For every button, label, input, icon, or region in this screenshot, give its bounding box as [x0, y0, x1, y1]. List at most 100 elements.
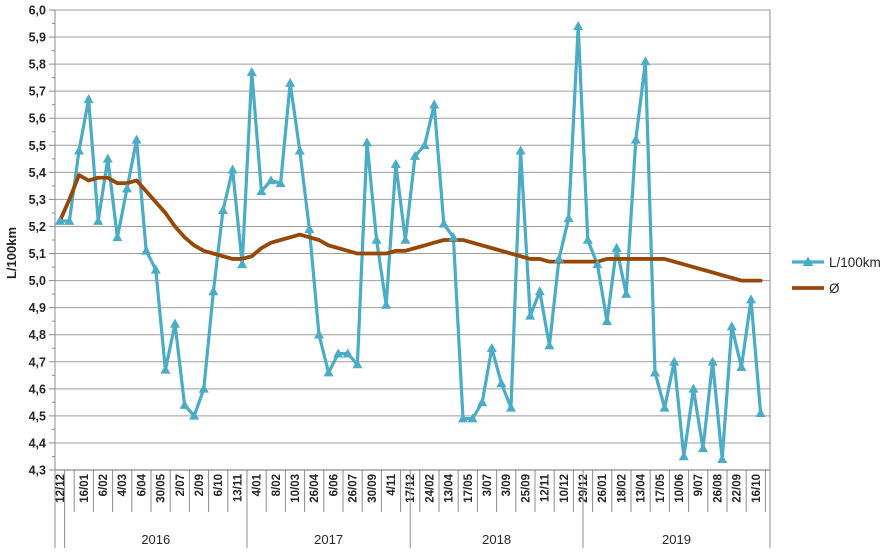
x-date-label: 13/04 [444, 473, 456, 502]
data-point-marker [650, 367, 660, 377]
y-tick-label: 4,7 [29, 355, 46, 369]
data-point-marker [93, 215, 104, 225]
x-date-label: 26/01 [597, 473, 609, 502]
x-date-label: 26/07 [348, 474, 360, 503]
data-point-marker [256, 186, 267, 196]
x-date-label: 3/07 [482, 474, 494, 496]
y-tick-label: 4,8 [29, 328, 46, 342]
x-date-label: 24/02 [424, 474, 436, 503]
data-point-marker [582, 234, 593, 244]
y-tick-label: 4,5 [29, 409, 46, 423]
x-date-label: 25/09 [520, 474, 532, 503]
x-date-label: 13/04 [636, 473, 648, 502]
y-tick-label: 4,4 [29, 436, 46, 450]
data-point-marker [390, 159, 401, 169]
y-tick-label: 4,6 [29, 382, 46, 396]
x-date-label: 12/11 [540, 473, 552, 502]
x-date-label: 16/01 [79, 473, 91, 502]
data-point-marker [64, 215, 75, 225]
data-point-marker [467, 413, 478, 423]
data-point-marker [429, 99, 440, 109]
data-point-marker [630, 134, 641, 144]
y-tick-label: 5,9 [29, 31, 46, 45]
data-point-marker [534, 286, 545, 296]
data-point-marker [333, 348, 344, 358]
data-point-marker [573, 21, 584, 31]
data-point-marker [179, 399, 190, 409]
data-point-marker [698, 443, 708, 453]
data-point-marker [314, 329, 324, 339]
data-point-marker [611, 242, 622, 252]
x-date-label: 22/09 [732, 474, 744, 503]
data-point-marker [458, 413, 468, 423]
data-point-marker [54, 215, 65, 225]
data-point-marker [621, 288, 632, 298]
data-point-marker [323, 367, 334, 377]
y-tick-label: 5,4 [29, 166, 46, 180]
x-date-label: 12/12 [55, 474, 67, 503]
data-point-marker [736, 361, 747, 371]
x-date-label: 4/01 [252, 473, 264, 496]
data-point-marker [669, 356, 680, 366]
x-date-label: 4/11 [386, 473, 398, 495]
x-date-label: 30/05 [156, 473, 168, 502]
legend-item-l100km: L/100km [792, 255, 881, 270]
year-label: 2017 [314, 532, 343, 547]
average-line [57, 173, 763, 283]
data-point-marker [486, 343, 497, 353]
legend-label-average: Ø [829, 281, 840, 296]
legend-item-average: Ø [792, 281, 840, 296]
data-point-marker [371, 234, 382, 244]
x-date-label: 6/10 [213, 474, 225, 496]
y-tick-label: 5,7 [29, 85, 46, 99]
x-date-label: 6/04 [136, 473, 148, 496]
data-point-marker [131, 134, 142, 144]
x-date-label: 3/09 [501, 474, 513, 496]
data-point-marker [122, 183, 132, 193]
data-point-marker [362, 137, 372, 147]
data-point-marker [592, 259, 603, 269]
data-point-marker [515, 145, 526, 155]
y-axis: 6,0 5,9 5,8 5,7 5,6 5,5 5,4 5,3 5,2 5,1 5,0 4,9 4,8 4… [29, 4, 55, 478]
data-point-marker [150, 264, 161, 274]
legend: L/100km Ø [792, 255, 881, 296]
data-point-marker [304, 223, 315, 233]
series-average [57, 173, 763, 283]
data-point-marker [525, 310, 536, 320]
y-tick-label: 5,1 [29, 247, 46, 261]
x-date-label: 26/04 [309, 473, 321, 502]
data-point-marker [342, 348, 353, 358]
data-point-marker [294, 145, 305, 155]
data-point-marker [189, 410, 200, 420]
x-date-label: 17/12 [405, 474, 417, 503]
data-point-marker [141, 245, 152, 255]
data-point-marker [410, 150, 420, 160]
y-tick-label: 5,0 [29, 274, 46, 288]
series-l100km-markers [54, 21, 766, 463]
data-point-marker [112, 232, 123, 242]
data-point-marker [198, 383, 209, 393]
data-point-marker [275, 177, 286, 187]
x-date-label: 26/08 [712, 473, 724, 502]
data-point-marker [218, 205, 228, 215]
x-date-label: 10/03 [290, 474, 302, 503]
x-date-label: 9/07 [693, 474, 705, 496]
data-point-marker [496, 378, 507, 388]
y-tick-label: 5,6 [29, 112, 46, 126]
legend-label-l100km: L/100km [829, 255, 881, 270]
x-date-label: 4/03 [117, 474, 129, 496]
l100km-line [58, 24, 763, 461]
x-date-label: 16/10 [751, 474, 763, 503]
data-point-marker [707, 356, 718, 366]
data-point-marker [74, 145, 84, 155]
x-date-label: 17/05 [655, 473, 667, 502]
data-point-marker [352, 359, 363, 369]
data-point-marker [688, 383, 699, 393]
y-tick-label: 5,3 [29, 193, 46, 207]
data-point-marker [755, 407, 766, 417]
data-point-marker [602, 315, 612, 325]
data-point-marker [640, 56, 651, 66]
data-point-marker [554, 253, 564, 263]
